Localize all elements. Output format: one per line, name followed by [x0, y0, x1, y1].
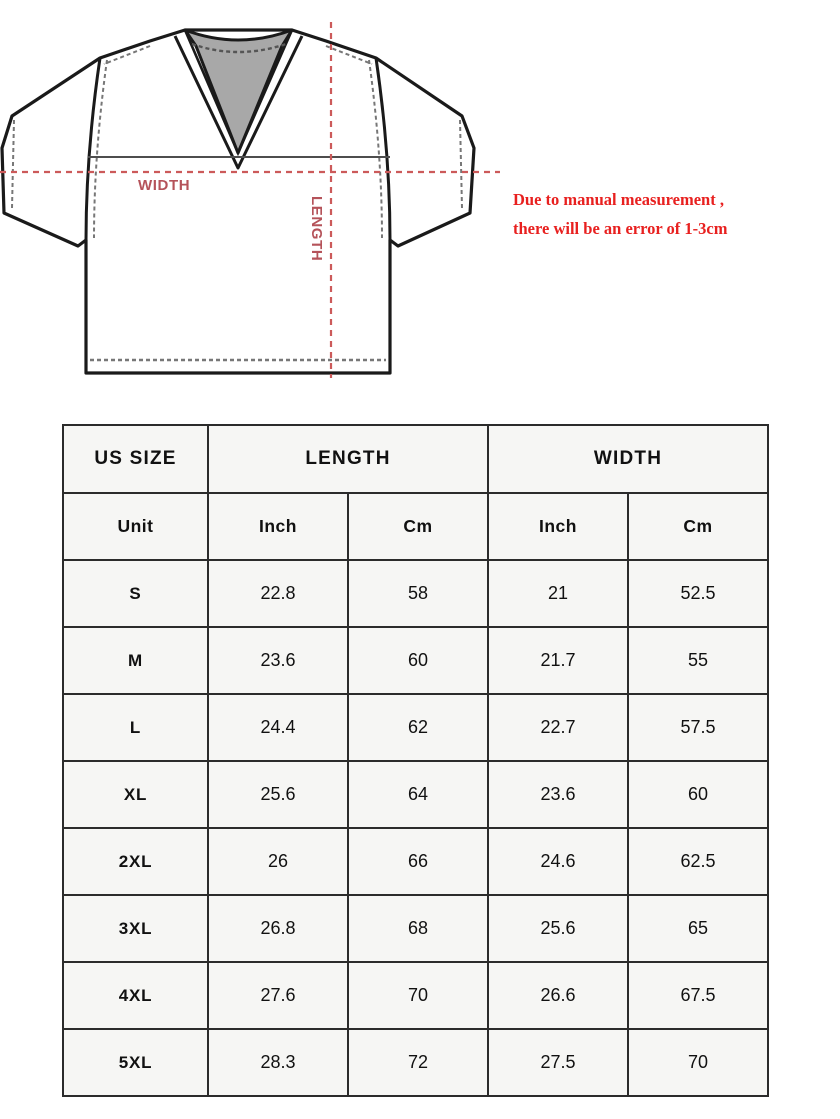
- cell-length-cm: 72: [347, 1028, 489, 1097]
- garment-diagram: WIDTH LENGTH Due to manual measurement ,…: [0, 0, 840, 410]
- cell-width-cm: 60: [627, 760, 769, 829]
- tshirt-illustration: [0, 8, 500, 393]
- cell-length-cm: 68: [347, 894, 489, 963]
- header-unit: Unit: [62, 492, 209, 561]
- header-length-group: LENGTH: [207, 424, 489, 494]
- cell-length-cm: 60: [347, 626, 489, 695]
- table-row: S 22.8 58 21 52.5: [62, 559, 769, 628]
- cell-length-inch: 26.8: [207, 894, 349, 963]
- table-row: XL 25.6 64 23.6 60: [62, 760, 769, 829]
- width-label: WIDTH: [138, 177, 191, 194]
- neck-opening: [183, 28, 294, 155]
- cell-size: 5XL: [62, 1028, 209, 1097]
- cell-width-inch: 21: [487, 559, 629, 628]
- disclaimer-line-1: Due to manual measurement ,: [513, 190, 724, 209]
- cell-length-inch: 26: [207, 827, 349, 896]
- shoulder-stitch-right: [325, 45, 373, 65]
- table-header-unit-row: Unit Inch Cm Inch Cm: [62, 492, 769, 561]
- cell-size: XL: [62, 760, 209, 829]
- header-length-inch: Inch: [207, 492, 349, 561]
- cell-size: 3XL: [62, 894, 209, 963]
- table-row: 5XL 28.3 72 27.5 70: [62, 1028, 769, 1097]
- cell-width-cm: 55: [627, 626, 769, 695]
- armhole-seam-right: [374, 57, 392, 241]
- cell-width-cm: 65: [627, 894, 769, 963]
- armhole-stitch-right: [368, 59, 383, 239]
- table-row: 4XL 27.6 70 26.6 67.5: [62, 961, 769, 1030]
- cell-length-cm: 62: [347, 693, 489, 762]
- header-width-cm: Cm: [627, 492, 769, 561]
- header-length-cm: Cm: [347, 492, 489, 561]
- cell-width-inch: 21.7: [487, 626, 629, 695]
- table-header-group-row: US SIZE LENGTH WIDTH: [62, 424, 769, 494]
- cell-length-inch: 22.8: [207, 559, 349, 628]
- shoulder-stitch-left: [103, 45, 151, 65]
- size-chart-table: US SIZE LENGTH WIDTH Unit Inch Cm Inch Cm S 22.8 5…: [62, 424, 769, 1097]
- disclaimer-line-2: there will be an error of 1-3cm: [513, 218, 728, 238]
- table-row: 3XL 26.8 68 25.6 65: [62, 894, 769, 963]
- collar-stitch: [191, 42, 287, 54]
- header-width-group: WIDTH: [487, 424, 769, 494]
- cell-width-inch: 24.6: [487, 827, 629, 896]
- cell-length-inch: 25.6: [207, 760, 349, 829]
- armhole-seam-left: [84, 57, 102, 241]
- collar-band-inner: [183, 29, 294, 157]
- header-width-inch: Inch: [487, 492, 629, 561]
- cell-size: M: [62, 626, 209, 695]
- sleeve-hem-left: [11, 119, 15, 209]
- armhole-stitch-left: [93, 59, 108, 239]
- cell-width-inch: 23.6: [487, 760, 629, 829]
- length-label: LENGTH: [308, 196, 325, 262]
- cell-width-inch: 26.6: [487, 961, 629, 1030]
- header-us-size: US SIZE: [62, 424, 209, 494]
- cell-width-cm: 52.5: [627, 559, 769, 628]
- cell-size: S: [62, 559, 209, 628]
- cell-length-inch: 27.6: [207, 961, 349, 1030]
- cell-length-inch: 23.6: [207, 626, 349, 695]
- table-row: L 24.4 62 22.7 57.5: [62, 693, 769, 762]
- cell-width-cm: 57.5: [627, 693, 769, 762]
- cell-length-cm: 70: [347, 961, 489, 1030]
- sleeve-hem-right: [459, 119, 463, 209]
- table-row: 2XL 26 66 24.6 62.5: [62, 827, 769, 896]
- size-chart-table-container: US SIZE LENGTH WIDTH Unit Inch Cm Inch Cm S 22.8 5…: [62, 424, 769, 1097]
- cell-width-inch: 22.7: [487, 693, 629, 762]
- cell-width-cm: 67.5: [627, 961, 769, 1030]
- collar-band-outer: [173, 35, 304, 170]
- table-row: M 23.6 60 21.7 55: [62, 626, 769, 695]
- cell-width-cm: 70: [627, 1028, 769, 1097]
- cell-size: 4XL: [62, 961, 209, 1030]
- cell-length-cm: 66: [347, 827, 489, 896]
- cell-width-cm: 62.5: [627, 827, 769, 896]
- measurement-disclaimer: Due to manual measurement , there will b…: [513, 186, 833, 244]
- cell-length-cm: 64: [347, 760, 489, 829]
- cell-size: L: [62, 693, 209, 762]
- cell-width-inch: 27.5: [487, 1028, 629, 1097]
- cell-size: 2XL: [62, 827, 209, 896]
- cell-length-inch: 28.3: [207, 1028, 349, 1097]
- cell-width-inch: 25.6: [487, 894, 629, 963]
- cell-length-cm: 58: [347, 559, 489, 628]
- cell-length-inch: 24.4: [207, 693, 349, 762]
